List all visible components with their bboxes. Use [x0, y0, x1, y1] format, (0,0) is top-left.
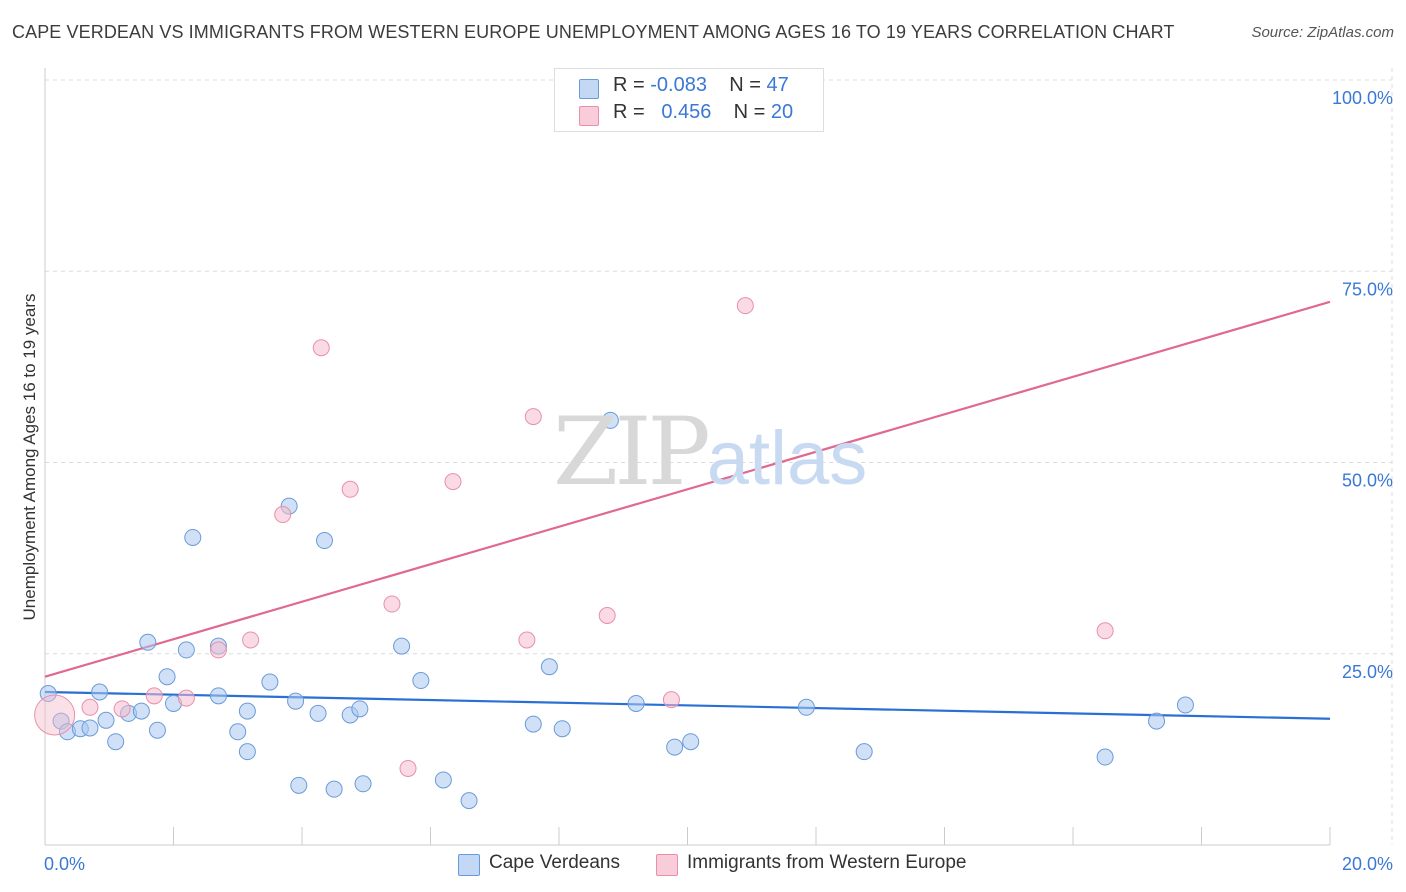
western-europe-point	[34, 694, 76, 736]
y-axis-label: Unemployment Among Ages 16 to 19 years	[20, 293, 39, 621]
western-europe-point	[81, 698, 99, 716]
cape-verdean-point	[666, 738, 684, 756]
cape-verdean-point	[290, 776, 308, 794]
y-tick-label: 100.0%	[1332, 88, 1393, 108]
western-europe-point	[524, 408, 542, 426]
n-value: 20	[770, 101, 794, 123]
western-europe-point	[145, 687, 163, 705]
cape-verdean-point	[132, 702, 150, 720]
cape-verdean-point	[315, 532, 333, 550]
watermark-atlas: atlas	[706, 416, 868, 501]
cape-verdean-point	[177, 641, 195, 659]
western-europe-point	[662, 691, 680, 709]
cape-verdean-point	[1176, 696, 1194, 714]
cape-verdean-point	[229, 723, 247, 741]
r-label: R =	[613, 74, 645, 96]
r-label: R =	[613, 101, 645, 123]
western-europe-point	[736, 297, 754, 315]
cape-verdean-point	[209, 687, 227, 705]
cape-verdean-point	[540, 658, 558, 676]
cape-verdean-point	[148, 721, 166, 739]
r-value: -0.083	[650, 74, 707, 96]
cape-verdean-trend-line	[44, 690, 1331, 720]
pink-swatch	[656, 854, 678, 876]
blue-swatch	[458, 854, 480, 876]
source-label: Source: ZipAtlas.com	[1251, 24, 1394, 41]
legend-label: Immigrants from Western Europe	[687, 852, 967, 873]
axes	[44, 68, 1331, 846]
cape-verdean-point	[797, 698, 815, 716]
cape-verdean-point	[434, 771, 452, 789]
tick-labels: 25.0% 50.0% 75.0% 100.0% 0.0% 20.0%	[44, 88, 1393, 874]
cape-verdean-point	[325, 780, 343, 798]
blue-swatch	[579, 79, 599, 99]
n-value: 47	[766, 74, 789, 96]
cape-verdean-point	[524, 715, 542, 733]
cape-verdean-point	[354, 775, 372, 793]
cape-verdean-point	[601, 411, 619, 429]
trend-lines	[44, 300, 1331, 720]
cape-verdean-point	[261, 673, 279, 691]
legend-row-text: R = -0.083 N = 47	[613, 74, 789, 97]
cape-verdean-point	[351, 700, 369, 718]
cape-verdean-point	[682, 733, 700, 751]
western-europe-point	[113, 700, 131, 718]
cape-verdean-point	[412, 672, 430, 690]
correlation-legend: R = -0.083 N = 47 R = 0.456 N = 20	[554, 68, 824, 132]
watermark: ZIPatlas	[553, 405, 867, 500]
cape-verdean-point	[91, 683, 109, 701]
r-value: 0.456	[661, 101, 712, 123]
cape-verdean-point	[1096, 748, 1114, 766]
western-europe-point	[518, 631, 536, 649]
western-europe-point	[242, 631, 260, 649]
western-europe-point	[209, 641, 227, 659]
y-tick-label: 75.0%	[1342, 279, 1393, 299]
western-europe-point	[177, 689, 195, 707]
chart-title: CAPE VERDEAN VS IMMIGRANTS FROM WESTERN …	[12, 22, 1175, 42]
cape-verdean-point	[1148, 712, 1166, 730]
western-europe-point	[312, 339, 330, 357]
western-europe-trend-line	[44, 300, 1331, 678]
watermark-zip: ZIP	[553, 398, 711, 507]
x-tick-label: 0.0%	[44, 854, 85, 874]
data-points	[34, 71, 1194, 810]
x-tick-label: 20.0%	[1342, 854, 1393, 874]
western-europe-point	[341, 480, 359, 498]
western-europe-point	[383, 595, 401, 613]
cape-verdean-point	[81, 719, 99, 737]
legend-label: Cape Verdeans	[489, 852, 620, 873]
cape-verdean-point	[553, 720, 571, 738]
legend-row-text: R = 0.456 N = 20	[613, 101, 793, 124]
cape-verdean-point	[97, 711, 115, 729]
cape-verdean-point	[287, 692, 305, 710]
western-europe-point	[598, 607, 616, 624]
cape-verdean-point	[158, 668, 176, 686]
cape-verdean-point	[184, 528, 202, 546]
y-tick-label: 50.0%	[1342, 471, 1393, 491]
western-europe-point	[444, 473, 462, 491]
cape-verdean-point	[627, 694, 645, 712]
cape-verdean-point	[238, 702, 256, 720]
cape-verdean-point	[238, 743, 256, 761]
pink-swatch	[579, 106, 599, 126]
western-europe-point	[1096, 622, 1114, 640]
cape-verdean-point	[460, 792, 478, 810]
y-tick-label: 25.0%	[1342, 662, 1393, 682]
n-label: N =	[733, 101, 766, 123]
cape-verdean-point	[393, 637, 411, 655]
western-europe-point	[274, 506, 292, 524]
western-europe-point	[399, 760, 417, 777]
cape-verdean-point	[107, 733, 125, 751]
cape-verdean-point	[139, 633, 157, 651]
cape-verdean-point	[855, 743, 873, 761]
n-label: N =	[729, 74, 761, 96]
cape-verdean-point	[309, 704, 327, 722]
